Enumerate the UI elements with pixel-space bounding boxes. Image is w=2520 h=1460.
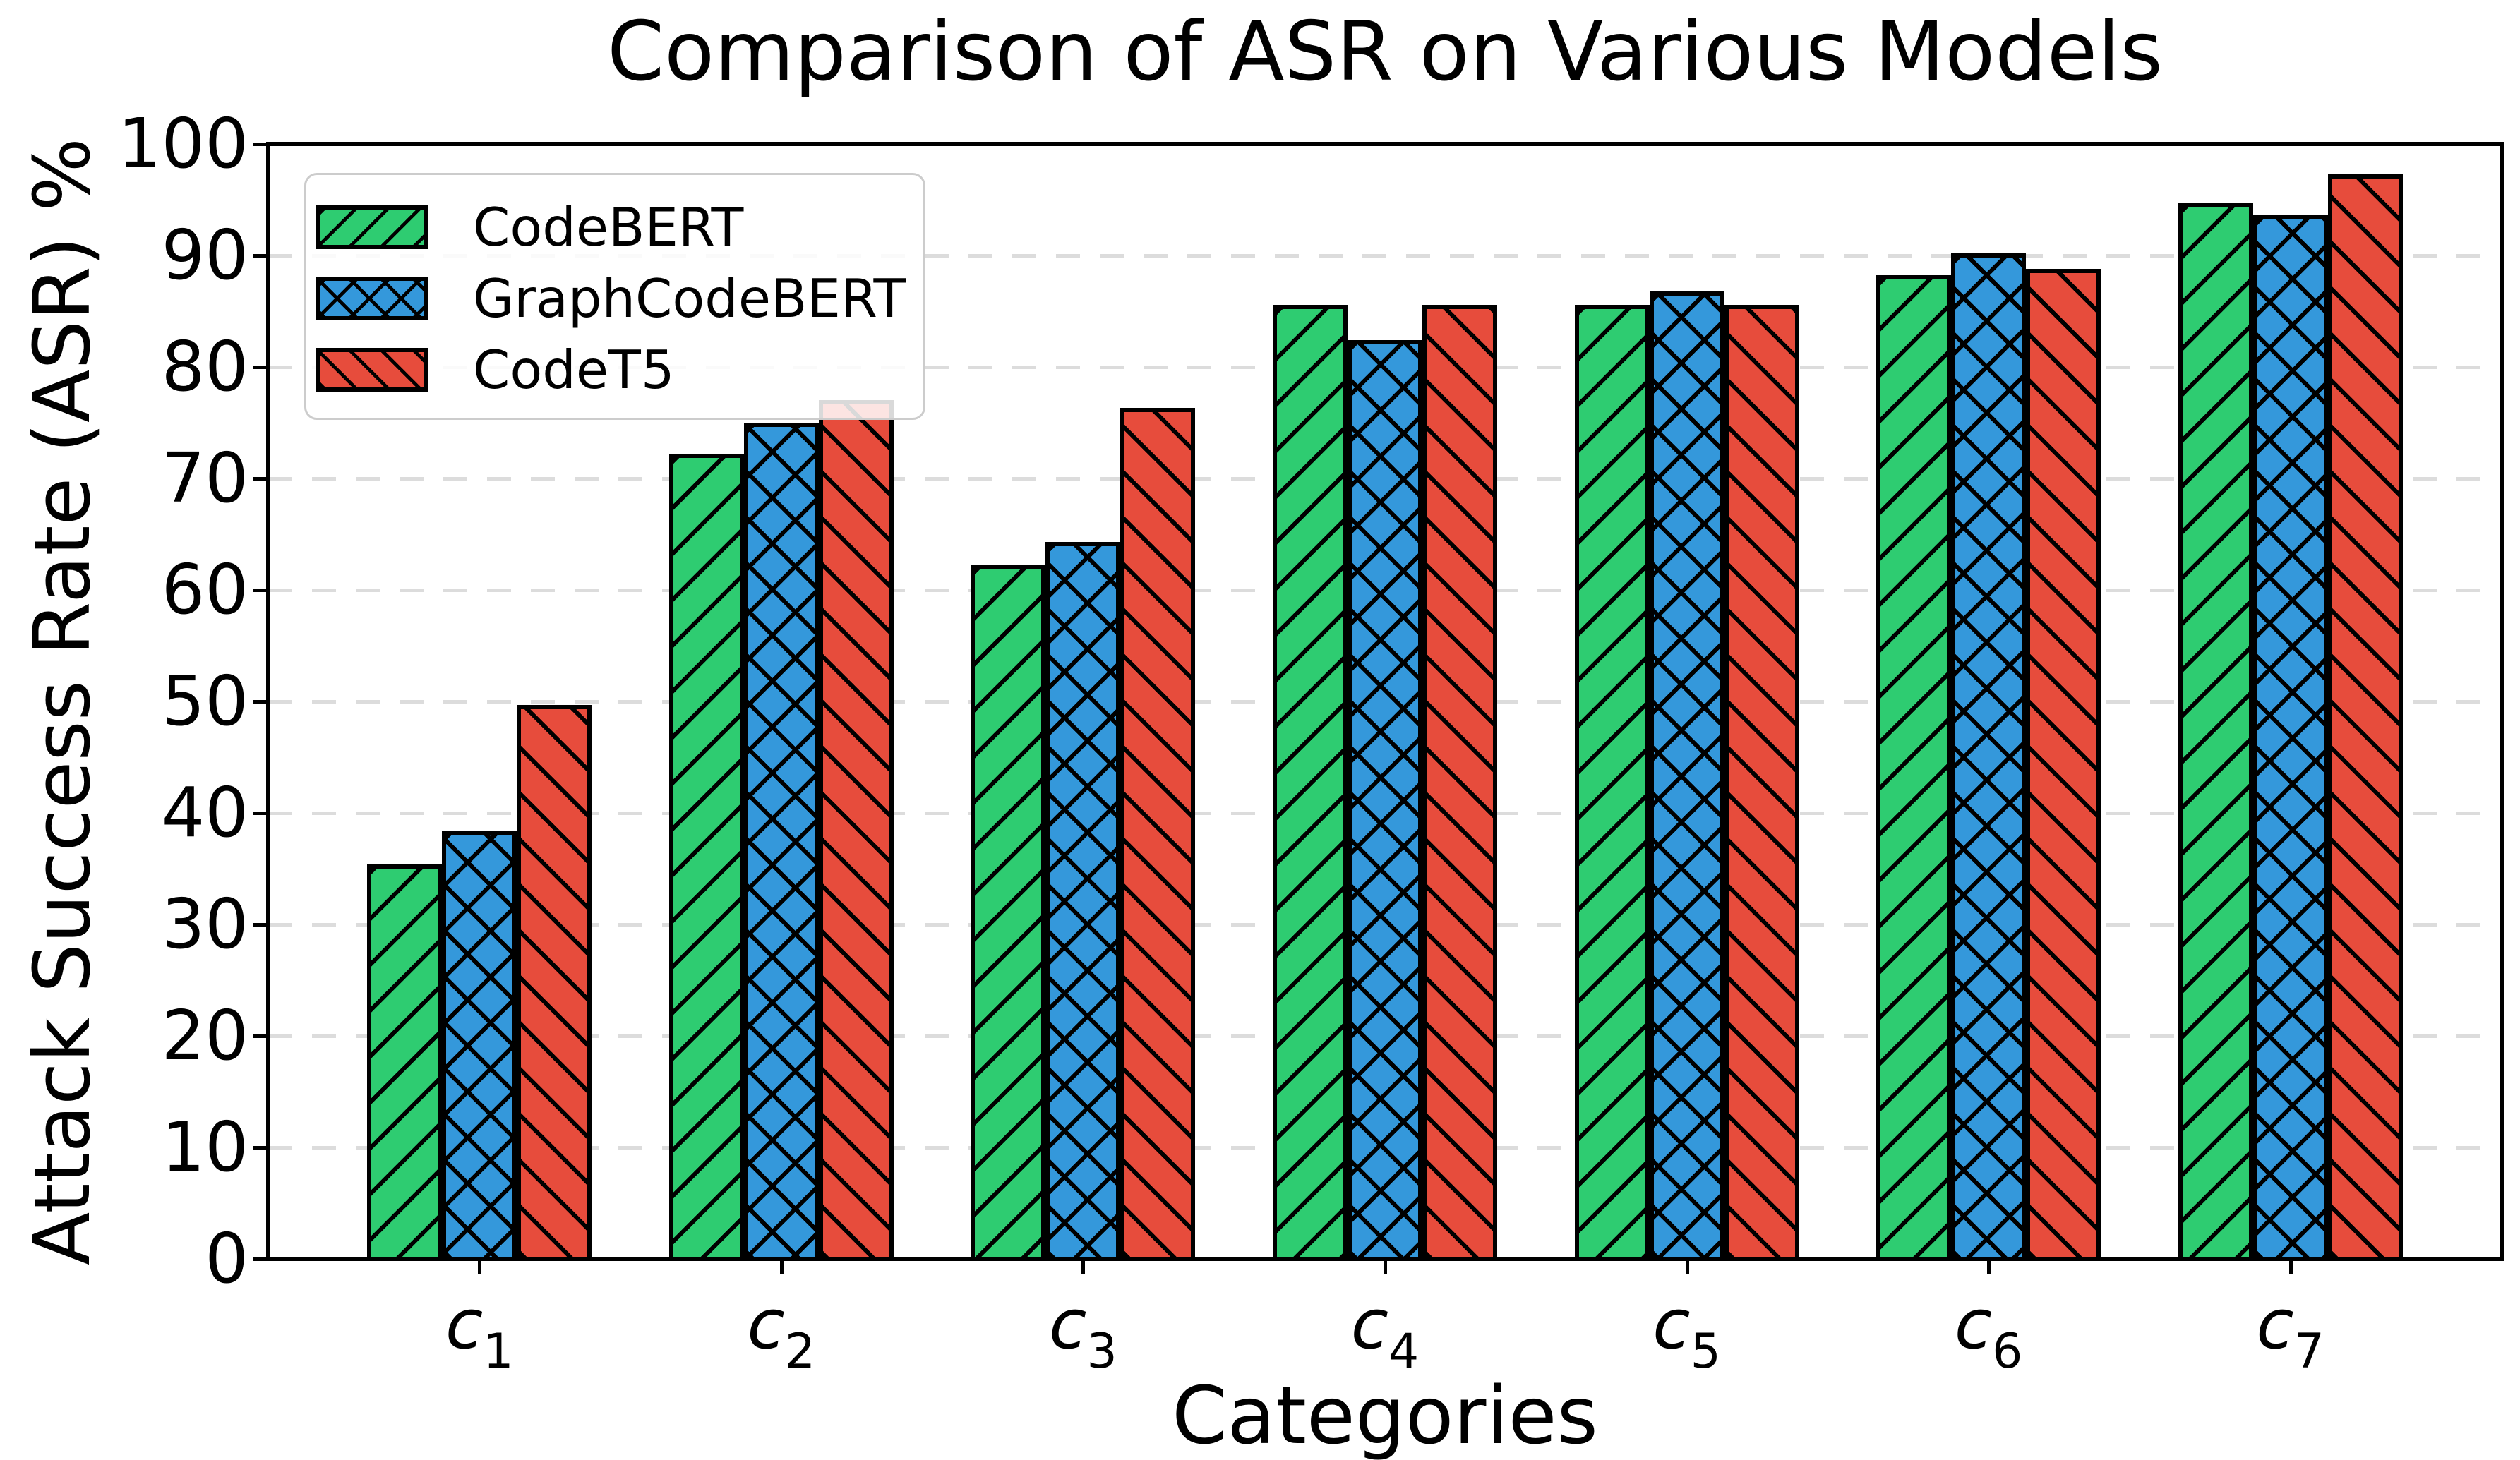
category-subscript: 2 xyxy=(784,1324,816,1380)
x-tick-label-c4: c4 xyxy=(1279,1284,1491,1376)
category-letter: c xyxy=(2256,1284,2294,1364)
bar-CodeT5-c1 xyxy=(517,704,592,1261)
bar-CodeT5-c3 xyxy=(1120,408,1196,1261)
x-tick-c2 xyxy=(779,1259,784,1274)
y-tick-0 xyxy=(253,1257,268,1261)
bar-CodeT5-c4 xyxy=(1422,304,1497,1261)
category-letter: c xyxy=(1049,1284,1087,1364)
x-tick-c4 xyxy=(1384,1259,1387,1274)
x-tick-label-c3: c3 xyxy=(977,1284,1189,1376)
y-tick-label-30: 30 xyxy=(161,884,248,964)
y-tick-90 xyxy=(253,254,268,258)
y-tick-label-0: 0 xyxy=(205,1219,248,1298)
axis-spine-bottom xyxy=(266,1257,2504,1261)
bar-CodeBERT-c3 xyxy=(971,564,1046,1261)
bar-GraphCodeBERT-c7 xyxy=(2252,215,2328,1261)
category-subscript: 5 xyxy=(1690,1324,1721,1380)
bar-CodeBERT-c4 xyxy=(1273,304,1348,1261)
bar-GraphCodeBERT-c1 xyxy=(442,831,517,1261)
y-tick-label-100: 100 xyxy=(117,104,248,183)
bar-CodeBERT-c2 xyxy=(668,454,744,1261)
y-tick-label-70: 70 xyxy=(161,438,248,518)
bar-CodeBERT-c7 xyxy=(2178,203,2253,1261)
bar-CodeBERT-c5 xyxy=(1574,304,1650,1261)
bar-GraphCodeBERT-c5 xyxy=(1649,291,1724,1261)
category-subscript: 6 xyxy=(1992,1324,2023,1380)
bar-CodeBERT-c1 xyxy=(367,864,443,1261)
y-tick-70 xyxy=(253,477,268,481)
legend-swatch-codebert xyxy=(316,205,428,249)
y-tick-50 xyxy=(253,700,268,704)
category-letter: c xyxy=(1954,1284,1993,1364)
category-subscript: 7 xyxy=(2293,1324,2324,1380)
x-axis-label: Categories xyxy=(1172,1370,1598,1460)
y-tick-label-60: 60 xyxy=(161,550,248,629)
x-tick-c6 xyxy=(1987,1259,1991,1274)
legend-label-graphcodebert: GraphCodeBERT xyxy=(473,267,906,330)
axis-spine-right xyxy=(2500,142,2504,1261)
y-tick-label-20: 20 xyxy=(161,996,248,1075)
legend-label-codebert: CodeBERT xyxy=(473,196,744,258)
y-tick-label-10: 10 xyxy=(161,1107,248,1187)
y-tick-40 xyxy=(253,812,268,815)
bar-CodeBERT-c6 xyxy=(1876,275,1952,1261)
x-tick-c1 xyxy=(478,1259,482,1274)
y-tick-60 xyxy=(253,589,268,592)
category-letter: c xyxy=(1350,1284,1389,1364)
x-tick-c7 xyxy=(2288,1259,2293,1274)
bar-GraphCodeBERT-c4 xyxy=(1348,340,1422,1261)
bar-CodeT5-c6 xyxy=(2026,268,2101,1261)
bar-GraphCodeBERT-c3 xyxy=(1045,542,1121,1261)
bar-CodeT5-c5 xyxy=(1724,304,1799,1261)
y-tick-80 xyxy=(253,366,268,369)
category-subscript: 4 xyxy=(1388,1324,1420,1380)
legend-swatch-graphcodebert xyxy=(316,277,428,320)
y-tick-20 xyxy=(253,1034,268,1038)
x-tick-label-c6: c6 xyxy=(1883,1284,2094,1376)
y-tick-30 xyxy=(253,923,268,927)
x-tick-c5 xyxy=(1685,1259,1689,1274)
category-letter: c xyxy=(1652,1284,1691,1364)
axis-spine-top xyxy=(266,142,2504,146)
axis-spine-left xyxy=(266,142,270,1261)
y-tick-100 xyxy=(253,143,268,146)
category-subscript: 1 xyxy=(483,1324,514,1380)
x-tick-label-c7: c7 xyxy=(2185,1284,2396,1376)
y-tick-10 xyxy=(253,1146,268,1150)
bar-GraphCodeBERT-c6 xyxy=(1951,253,2027,1261)
y-tick-label-40: 40 xyxy=(161,773,248,852)
bar-CodeT5-c7 xyxy=(2327,174,2403,1261)
category-letter: c xyxy=(747,1284,785,1364)
legend-label-codet5: CodeT5 xyxy=(473,339,675,401)
x-tick-label-c5: c5 xyxy=(1581,1284,1793,1376)
x-tick-c3 xyxy=(1081,1259,1086,1274)
x-tick-label-c1: c1 xyxy=(373,1284,585,1376)
y-tick-label-50: 50 xyxy=(161,661,248,741)
legend-swatch-codet5 xyxy=(316,348,428,392)
legend-item-codebert: CodeBERT xyxy=(316,192,909,263)
legend-item-codet5: CodeT5 xyxy=(316,334,909,405)
gridline-90 xyxy=(268,254,2502,258)
x-tick-label-c2: c2 xyxy=(676,1284,887,1376)
bar-CodeT5-c2 xyxy=(818,400,894,1261)
y-tick-label-90: 90 xyxy=(161,215,248,295)
bar-GraphCodeBERT-c2 xyxy=(743,423,819,1261)
y-tick-label-80: 80 xyxy=(161,327,248,406)
legend-item-graphcodebert: GraphCodeBERT xyxy=(316,263,909,334)
chart-title: Comparison of ASR on Various Models xyxy=(607,4,2163,99)
category-letter: c xyxy=(445,1284,484,1364)
category-subscript: 3 xyxy=(1086,1324,1117,1380)
legend: CodeBERT GraphCodeBERT CodeT5 xyxy=(304,173,925,420)
